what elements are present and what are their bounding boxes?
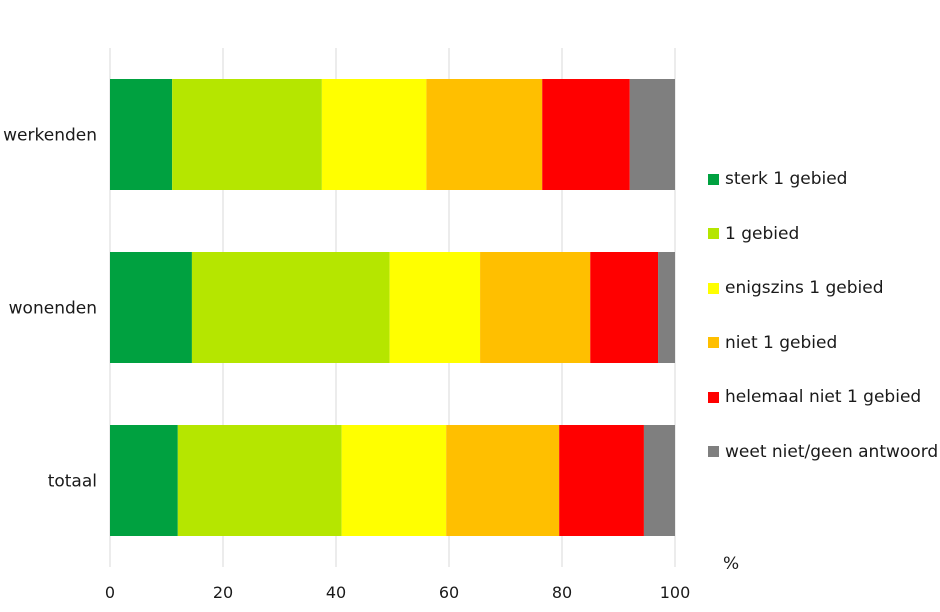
bar-segment	[389, 252, 481, 363]
legend-label: 1 gebied	[725, 223, 800, 244]
x-tick-labels: 0 20 40 60 80 100	[105, 583, 690, 602]
legend-item: enigszins 1 gebied	[708, 261, 938, 316]
legend-swatch	[708, 282, 719, 294]
legend-label: enigszins 1 gebied	[725, 278, 884, 299]
x-tick-label: 80	[552, 583, 572, 602]
legend-label: weet niet/geen antwoord	[725, 441, 939, 462]
legend: sterk 1 gebied 1 gebied enigszins 1 gebied…	[708, 152, 938, 479]
bar-segment	[559, 425, 644, 536]
bar-segment	[321, 79, 427, 190]
category-label: werkenden	[3, 126, 97, 146]
bar-segment	[643, 425, 675, 536]
legend-swatch	[708, 173, 719, 185]
bar-segment	[191, 252, 390, 363]
bar-group-totaal	[110, 425, 675, 536]
legend-item: niet 1 gebied	[708, 316, 938, 371]
legend-item: 1 gebied	[708, 207, 938, 262]
bar-group-wonenden	[110, 252, 675, 363]
category-labels: werkenden wonenden totaal	[3, 126, 97, 492]
bar-segment	[110, 425, 178, 536]
bar-segment	[446, 425, 560, 536]
bar-segment	[426, 79, 543, 190]
legend-item: helemaal niet 1 gebied	[708, 370, 938, 425]
legend-swatch	[708, 391, 719, 403]
x-tick-label: 60	[439, 583, 459, 602]
bar-segment	[542, 79, 630, 190]
category-label: wonenden	[9, 299, 97, 319]
x-tick-label: 100	[660, 583, 691, 602]
bar-segment	[110, 252, 192, 363]
bar-segment	[177, 425, 342, 536]
x-tick-label: 0	[105, 583, 115, 602]
category-label: totaal	[48, 472, 97, 492]
bar-segment	[172, 79, 322, 190]
x-tick-label: 20	[213, 583, 233, 602]
bar-segment	[658, 252, 675, 363]
legend-swatch	[708, 228, 719, 240]
legend-item: sterk 1 gebied	[708, 152, 938, 207]
unit-label: %	[723, 554, 740, 574]
bars	[110, 79, 675, 536]
legend-label: sterk 1 gebied	[725, 169, 848, 190]
x-tick-label: 40	[326, 583, 346, 602]
bar-segment	[110, 79, 173, 190]
legend-label: niet 1 gebied	[725, 332, 838, 353]
bar-segment	[480, 252, 591, 363]
legend-swatch	[708, 446, 719, 458]
legend-label: helemaal niet 1 gebied	[725, 387, 922, 408]
legend-swatch	[708, 337, 719, 349]
bar-segment	[629, 79, 675, 190]
legend-item: weet niet/geen antwoord	[708, 425, 938, 480]
bar-segment	[590, 252, 659, 363]
bar-group-werkenden	[110, 79, 675, 190]
bar-segment	[341, 425, 447, 536]
